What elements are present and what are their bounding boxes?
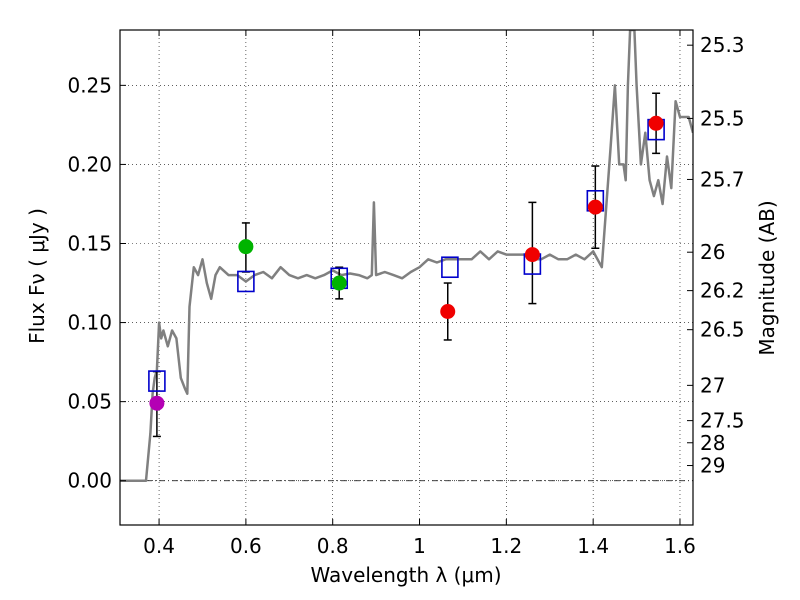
x-tick-label: 1.6	[664, 534, 696, 558]
right-tick-label: 26.2	[700, 279, 745, 303]
right-tick-label: 29	[700, 454, 725, 478]
right-tick-label: 27	[700, 373, 725, 397]
right-tick-label: 25.3	[700, 33, 745, 57]
spectrum	[120, 30, 693, 482]
y-tick-labels: 0.00 0.05 0.10 0.15 0.20 0.25	[67, 73, 112, 492]
model-square	[148, 370, 166, 392]
model-squares	[148, 118, 665, 392]
y-tick-label: 0.15	[67, 231, 112, 255]
observed-points	[149, 115, 664, 411]
model-square	[237, 270, 255, 293]
grid	[120, 30, 693, 525]
y-tick-label: 0.10	[67, 311, 112, 335]
y-tick-label: 0.25	[67, 73, 112, 97]
right-tick-label: 27.5	[700, 409, 745, 433]
right-tick-label: 28	[700, 431, 725, 455]
error-bars	[152, 92, 661, 438]
data-point	[648, 115, 664, 131]
right-axis-label: Magnitude (AB)	[755, 200, 779, 355]
data-point	[238, 239, 254, 255]
y-tick-label: 0.05	[67, 390, 112, 414]
spectrum-line	[120, 30, 693, 482]
x-tick-label: 1.4	[577, 534, 609, 558]
model-square	[441, 256, 459, 279]
data-point	[524, 247, 540, 263]
x-tick-label: 1	[413, 534, 426, 558]
x-tick-label: 0.6	[230, 534, 262, 558]
plot-frame	[119, 29, 694, 526]
data-point	[149, 395, 165, 411]
x-tick-label: 0.8	[317, 534, 349, 558]
x-tick-labels: 0.4 0.6 0.8 1 1.2 1.4 1.6	[143, 534, 696, 558]
right-tick-label: 25.5	[700, 106, 745, 130]
x-tick-label: 0.4	[143, 534, 175, 558]
right-tick-label: 26.5	[700, 318, 745, 342]
y-tick-label: 0.20	[67, 152, 112, 176]
data-point	[587, 199, 603, 215]
data-point	[440, 304, 456, 320]
right-tick-label: 25.7	[700, 167, 745, 191]
x-tick-label: 1.2	[490, 534, 522, 558]
x-axis-label: Wavelength λ (μm)	[310, 563, 501, 587]
axis-ticks	[120, 30, 693, 525]
y-axis-label: Flux Fν ( μJy )	[25, 208, 49, 344]
y-tick-label: 0.00	[67, 469, 112, 493]
right-tick-label: 26	[700, 240, 725, 264]
data-point	[331, 275, 347, 291]
